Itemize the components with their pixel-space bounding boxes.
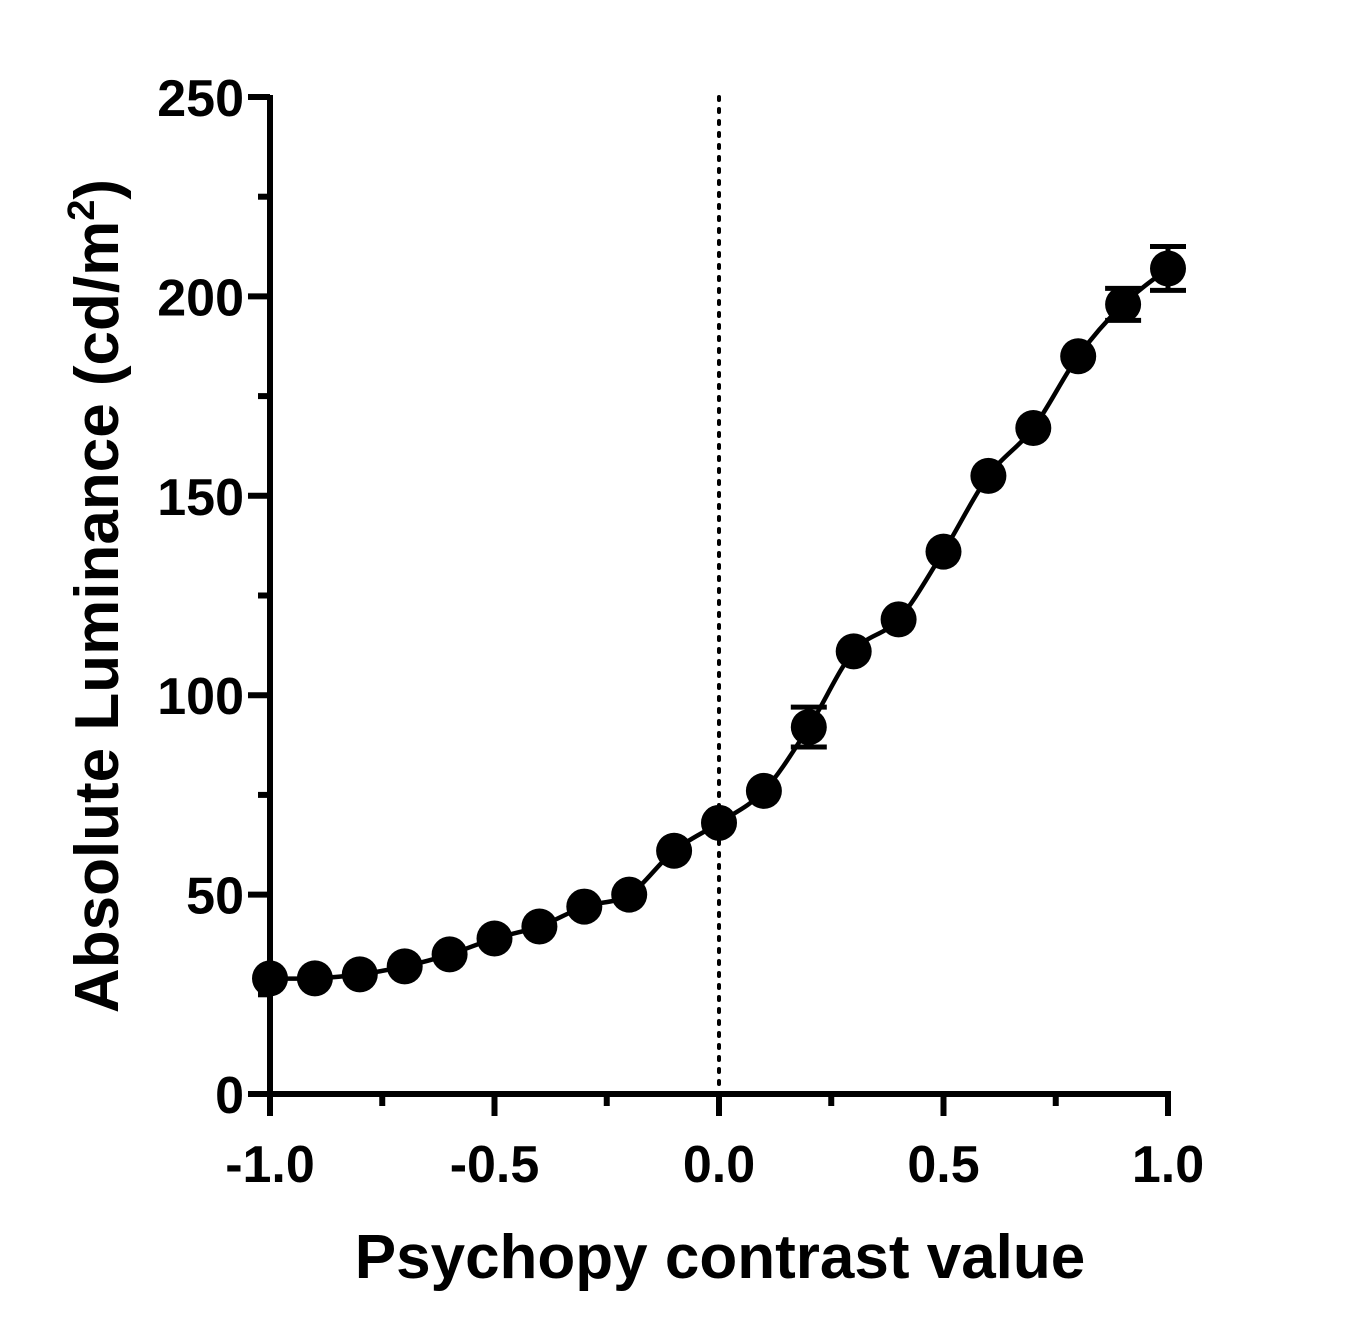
plot-area bbox=[252, 95, 1186, 1096]
y-axis-label: Absolute Luminance (cd/m2) bbox=[61, 179, 132, 1013]
data-point bbox=[1015, 410, 1052, 447]
data-point bbox=[431, 936, 468, 973]
x-tick-label: -1.0 bbox=[225, 1136, 315, 1194]
data-point bbox=[1060, 338, 1097, 375]
data-point bbox=[296, 960, 333, 997]
y-axis-label-main: Absolute Luminance (cd/m bbox=[63, 221, 132, 1013]
y-tick-label: 200 bbox=[157, 269, 244, 327]
data-point bbox=[970, 457, 1007, 494]
y-tick-label: 150 bbox=[157, 469, 244, 527]
data-point bbox=[656, 832, 693, 869]
x-tick-label: 0.5 bbox=[907, 1136, 979, 1194]
y-axis-label-close: ) bbox=[63, 179, 132, 200]
data-point bbox=[835, 633, 872, 670]
x-tick-label: 1.0 bbox=[1132, 1136, 1204, 1194]
data-point bbox=[566, 888, 603, 925]
data-point bbox=[925, 533, 962, 570]
axes: 0 50 100 150 200 250 -1.0 -0.5 0.0 0.5 1.0 bbox=[157, 70, 1204, 1194]
y-axis-label-superscript: 2 bbox=[61, 200, 103, 221]
x-tick-label: -0.5 bbox=[450, 1136, 540, 1194]
data-point bbox=[476, 920, 513, 957]
data-point bbox=[611, 876, 648, 913]
data-point bbox=[790, 709, 827, 746]
data-point bbox=[701, 804, 737, 841]
y-tick-label: 250 bbox=[157, 70, 244, 128]
data-point bbox=[341, 956, 378, 993]
data-point bbox=[880, 601, 917, 638]
y-tick-label: 50 bbox=[186, 868, 244, 926]
data-point bbox=[386, 948, 423, 985]
data-point bbox=[1150, 250, 1186, 287]
y-tick-label: 0 bbox=[215, 1067, 244, 1125]
data-point bbox=[521, 908, 558, 945]
data-point bbox=[745, 772, 782, 809]
y-tick-label: 100 bbox=[157, 668, 244, 726]
x-tick-label: 0.0 bbox=[683, 1136, 755, 1194]
data-point bbox=[1105, 286, 1142, 323]
x-axis-label: Psychopy contrast value bbox=[355, 1223, 1086, 1292]
